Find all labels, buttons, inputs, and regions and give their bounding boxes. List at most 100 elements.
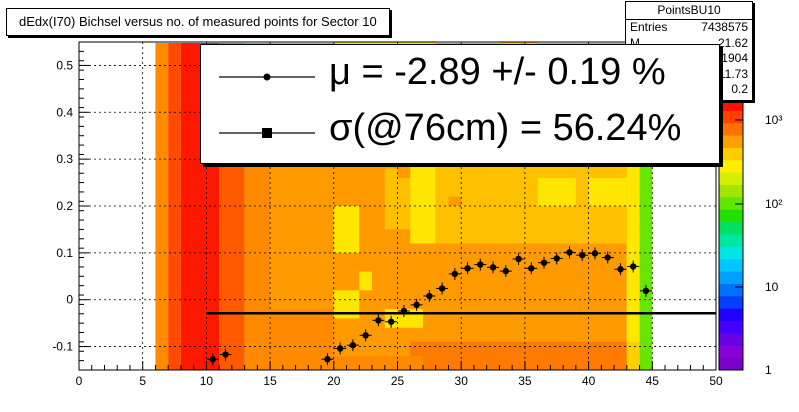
mean-point xyxy=(591,250,599,257)
legend-marker-circle xyxy=(219,73,315,81)
mean-point xyxy=(209,356,216,363)
palette-cell xyxy=(719,271,743,284)
stats-value: 11.73 xyxy=(718,66,748,81)
stats-title: PointsBU10 xyxy=(626,2,752,20)
mean-point xyxy=(477,261,484,268)
z-tick-label: 10³ xyxy=(765,113,782,127)
legend-row-mu: μ = -2.89 +/- 0.19 % xyxy=(201,49,719,105)
mean-point xyxy=(362,332,369,339)
mean-point xyxy=(553,255,560,262)
mean-point xyxy=(336,345,344,352)
palette-cell xyxy=(719,209,743,223)
palette-cell xyxy=(719,246,743,260)
mean-point xyxy=(604,254,611,261)
stats-value: 7438575 xyxy=(701,20,748,34)
palette-cell xyxy=(719,221,743,235)
stats-value: 21.62 xyxy=(717,35,748,50)
palette-cell xyxy=(719,159,743,173)
y-tick-label: 0.3 xyxy=(56,152,73,166)
y-tick-label: 0.5 xyxy=(56,58,73,72)
mean-point xyxy=(566,249,573,256)
stats-row: 0.1904 xyxy=(626,51,752,67)
x-tick-label: 25 xyxy=(391,374,405,388)
legend-row-sigma: σ(@76cm) = 56.24% xyxy=(201,105,719,161)
mean-point xyxy=(426,292,433,300)
x-tick-label: 40 xyxy=(582,374,596,388)
axis-layer: 0 5 10 15 20 25 30 35 40 45 50 -0.1 0 0.1 0.2 0.3 0.4 0.5 xyxy=(52,41,723,388)
mean-point xyxy=(438,285,446,292)
stats-value: 0.1904 xyxy=(711,51,748,65)
palette-cell xyxy=(719,184,743,198)
palette-cell xyxy=(719,332,743,346)
stats-value: 0.2 xyxy=(731,82,748,96)
mean-point xyxy=(387,318,395,325)
palette-cell xyxy=(719,196,743,210)
mean-point xyxy=(515,255,522,263)
fit-legend: μ = -2.89 +/- 0.19 % σ(@76cm) = 56.24% xyxy=(200,44,720,164)
stats-label: Entries xyxy=(630,20,668,34)
mean-point xyxy=(349,341,357,349)
x-tick-label: 45 xyxy=(646,374,660,388)
heatmap-cell xyxy=(626,159,640,300)
mean-point xyxy=(400,307,408,315)
palette-cell xyxy=(719,345,743,359)
stats-row: M 21.62 xyxy=(626,36,752,52)
mean-point xyxy=(413,301,420,309)
palette-cell xyxy=(719,122,743,136)
heatmap-column xyxy=(168,43,181,370)
heatmap-cell xyxy=(333,355,423,370)
plot-title: dEdx(I70) Bichsel versus no. of measured… xyxy=(6,8,390,36)
mean-point xyxy=(324,356,331,363)
y-tick-label: -0.1 xyxy=(52,340,73,354)
y-tick-label: 0.1 xyxy=(56,246,73,260)
palette-cell xyxy=(719,258,743,272)
mean-point xyxy=(222,351,229,358)
palette-cell xyxy=(719,234,743,247)
palette-cell xyxy=(719,110,743,124)
stats-row: 0.2 xyxy=(626,82,752,98)
mean-point xyxy=(528,265,535,272)
mean-point xyxy=(629,263,637,270)
palette-cell xyxy=(719,308,743,322)
x-tick-label: 30 xyxy=(455,374,469,388)
heatmap-cell xyxy=(359,271,373,291)
legend-label-mu: μ = -2.89 +/- 0.19 % xyxy=(329,51,666,93)
palette-cell xyxy=(719,172,743,186)
y-tick-label: 0.2 xyxy=(56,199,73,213)
x-tick-label: 20 xyxy=(327,374,341,388)
x-tick-label: 50 xyxy=(709,374,723,388)
stats-row: 11.73 xyxy=(626,67,752,83)
x-tick-label: 35 xyxy=(518,374,532,388)
palette-cell xyxy=(719,147,743,161)
mean-point xyxy=(464,265,471,272)
palette-cell xyxy=(719,98,743,111)
y-tick-label: 0.4 xyxy=(56,105,73,119)
palette-cell xyxy=(719,283,743,297)
x-tick-label: 0 xyxy=(76,374,83,388)
mean-point xyxy=(502,267,509,275)
x-tick-label: 10 xyxy=(200,374,214,388)
mean-point xyxy=(617,266,624,273)
y-tick-label: 0 xyxy=(66,293,73,307)
z-tick-label: 10 xyxy=(765,280,779,294)
heatmap-cell xyxy=(397,168,411,178)
z-tick-label: 10² xyxy=(765,197,782,211)
heatmap-cell xyxy=(410,341,627,370)
palette-cell xyxy=(719,295,743,309)
mean-point xyxy=(451,270,459,278)
stats-row: Entries 7438575 xyxy=(626,20,752,36)
palette-cell xyxy=(719,320,743,334)
heatmap-cell xyxy=(270,309,334,370)
mean-point xyxy=(540,259,548,266)
mean-point xyxy=(642,287,650,295)
palette-layer: 1 10 10² 10³ xyxy=(718,97,782,377)
heatmap-cell xyxy=(537,177,576,206)
heatmap-column xyxy=(155,43,169,370)
legend-label-sigma: σ(@76cm) = 56.24% xyxy=(329,107,682,149)
stats-label: M xyxy=(630,35,640,50)
z-tick-label: 1 xyxy=(765,363,772,377)
palette-cell xyxy=(719,357,743,371)
x-tick-label: 15 xyxy=(263,374,277,388)
x-tick-label: 5 xyxy=(139,374,146,388)
